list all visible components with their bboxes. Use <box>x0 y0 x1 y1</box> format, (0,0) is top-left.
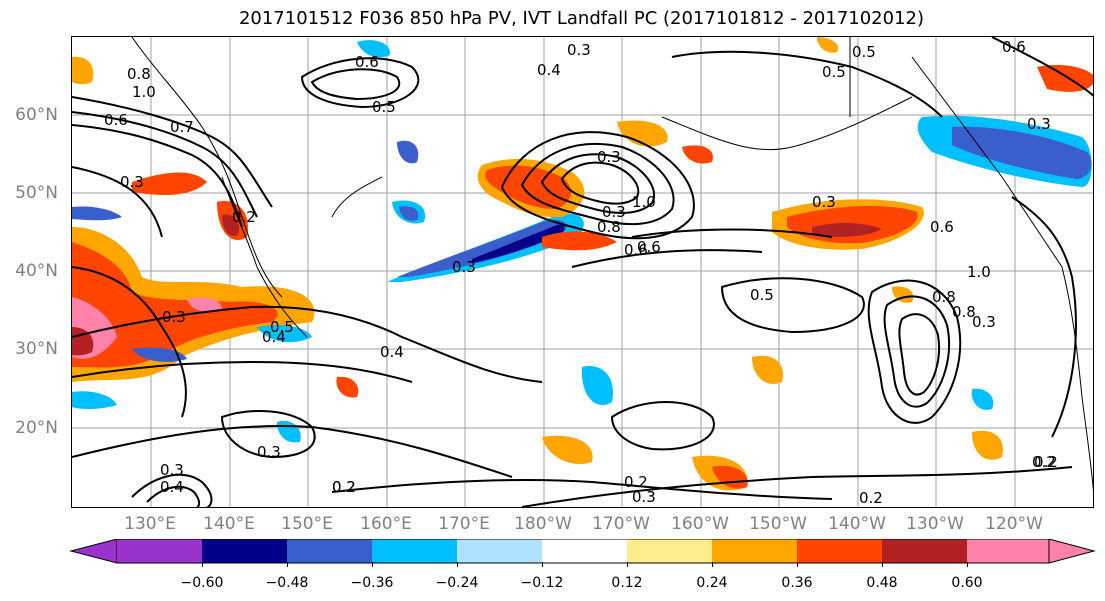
colorbar-tick-label: −0.36 <box>350 575 394 591</box>
colorbar-swatch <box>967 539 1049 563</box>
lon-label: 140°E <box>203 514 255 534</box>
contour-label: 0.5 <box>372 98 396 116</box>
contour-label: 0.8 <box>597 218 621 236</box>
contour-label: 0.4 <box>380 343 404 361</box>
contour-label: 0.5 <box>270 318 294 336</box>
graticule <box>72 37 1093 507</box>
colorbar-swatch <box>797 539 882 563</box>
contour-label: 0.3 <box>452 258 476 276</box>
colorbar-tick-label: 0.48 <box>866 575 898 591</box>
contour-label: 0.3 <box>567 41 591 59</box>
lat-label-40n: 40°N <box>15 261 58 281</box>
colorbar-tick-label: 0.60 <box>951 575 983 591</box>
lat-label-50n: 50°N <box>15 183 58 203</box>
contour-label: 0.6 <box>930 218 954 236</box>
contour-label: 0.2 <box>332 478 356 496</box>
contour-label: 0.6 <box>1002 38 1026 56</box>
contour-label: 0.5 <box>852 43 876 61</box>
contour-label: 0.3 <box>812 193 836 211</box>
contour-label: 0.4 <box>537 61 561 79</box>
colorbar-tick-label: 0.24 <box>696 575 728 591</box>
contour-label: 0.4 <box>160 478 184 496</box>
contour-label-group: 0.6 0.4 0.3 0.8 1.0 0.6 0.7 0.3 0.2 0.5 … <box>104 38 1058 507</box>
contour-label: 0.2 <box>1032 453 1056 471</box>
map-title: 2017101512 F036 850 hPa PV, IVT Landfall… <box>238 8 925 29</box>
lon-label: 150°E <box>281 514 333 534</box>
lon-label: 170°E <box>438 514 490 534</box>
contour-label: 0.3 <box>597 148 621 166</box>
colorbar-swatch <box>457 539 542 563</box>
lat-label-60n: 60°N <box>15 105 58 125</box>
contour-label: 0.8 <box>932 288 956 306</box>
lon-label: 140°W <box>828 514 886 534</box>
contour-label: 0.2 <box>232 208 256 226</box>
contour-label: 0.2 <box>1034 453 1058 471</box>
contour-label: 0.2 <box>624 473 648 491</box>
contour-label: 0.6 <box>355 53 379 71</box>
contour-label: 0.5 <box>750 286 774 304</box>
colorbar-swatch <box>69 539 118 564</box>
contour-label: 0.6 <box>637 238 661 256</box>
contour-label: 0.3 <box>632 488 656 506</box>
lon-label: 130°W <box>906 514 964 534</box>
contour-label: 1.0 <box>967 263 991 281</box>
contour-lines <box>72 37 1093 507</box>
map-canvas: 0.6 0.4 0.3 0.8 1.0 0.6 0.7 0.3 0.2 0.5 … <box>72 37 1093 507</box>
contour-label: 0.3 <box>972 313 996 331</box>
contour-label: 0.3 <box>120 173 144 191</box>
colorbar-tick-label: 0.36 <box>781 575 813 591</box>
contour-label: 0.2 <box>859 489 883 507</box>
contour-label: 0.3 <box>160 461 184 479</box>
contour-label: 0.8 <box>127 65 151 83</box>
lon-label: 160°E <box>360 514 412 534</box>
lon-label: 150°W <box>749 514 807 534</box>
contour-label: 1.0 <box>132 83 156 101</box>
colorbar-swatch <box>202 539 287 563</box>
lon-label: 180°W <box>514 514 572 534</box>
lat-label-20n: 20°N <box>15 418 58 438</box>
contour-label: 0.3 <box>602 203 626 221</box>
lon-label: 130°E <box>124 514 176 534</box>
colorbar-swatch <box>1048 539 1096 564</box>
colorbar-tick-label: −0.60 <box>180 575 224 591</box>
colorbar-swatch <box>882 539 967 563</box>
colorbar-tick-label: −0.24 <box>435 575 479 591</box>
lat-label-30n: 30°N <box>15 339 58 359</box>
contour-label: 0.5 <box>822 63 846 81</box>
colorbar-swatch <box>287 539 372 563</box>
contour-label: 0.3 <box>257 443 281 461</box>
colorbar-swatch <box>542 539 627 563</box>
contour-label: 1.0 <box>632 193 656 211</box>
colorbar-tick-label: −0.48 <box>265 575 309 591</box>
lon-label: 120°W <box>985 514 1043 534</box>
contour-label: 0.6 <box>624 241 648 259</box>
contour-label: 0.2 <box>332 478 356 496</box>
colorbar-swatch <box>712 539 797 563</box>
colorbar-tick-label: 0.12 <box>611 575 643 591</box>
colorbar-swatch <box>117 539 202 563</box>
coastlines <box>131 37 1093 491</box>
contour-label: 0.3 <box>162 308 186 326</box>
colorbar-swatch <box>627 539 712 563</box>
colorbar-tick-label: −0.12 <box>520 575 564 591</box>
colorbar-swatch <box>372 539 457 563</box>
contour-label: 0.7 <box>170 118 194 136</box>
contour-label: 0.3 <box>1027 115 1051 133</box>
lon-label: 170°W <box>592 514 650 534</box>
colorbar <box>69 539 1096 564</box>
contour-label: 0.6 <box>104 111 128 129</box>
map-panel: 0.6 0.4 0.3 0.8 1.0 0.6 0.7 0.3 0.2 0.5 … <box>71 36 1094 508</box>
contour-label: 0.8 <box>952 303 976 321</box>
lon-label: 160°W <box>671 514 729 534</box>
contour-label: 0.4 <box>262 328 286 346</box>
